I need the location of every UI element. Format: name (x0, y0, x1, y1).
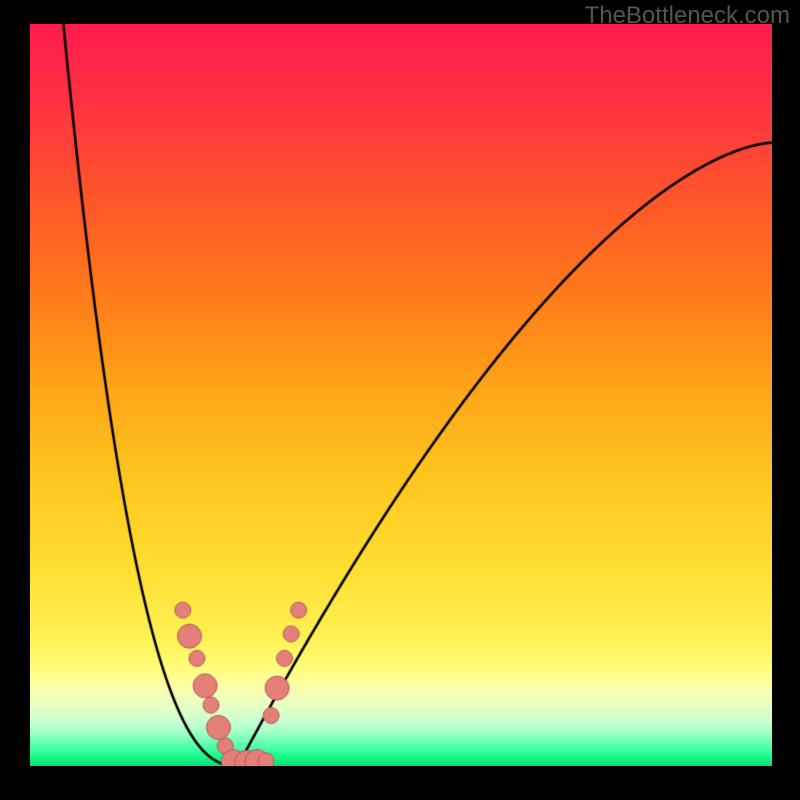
watermark-text: TheBottleneck.com (585, 2, 790, 30)
chart-stage: TheBottleneck.com (0, 0, 800, 800)
bottleneck-curve-layer (0, 0, 800, 800)
